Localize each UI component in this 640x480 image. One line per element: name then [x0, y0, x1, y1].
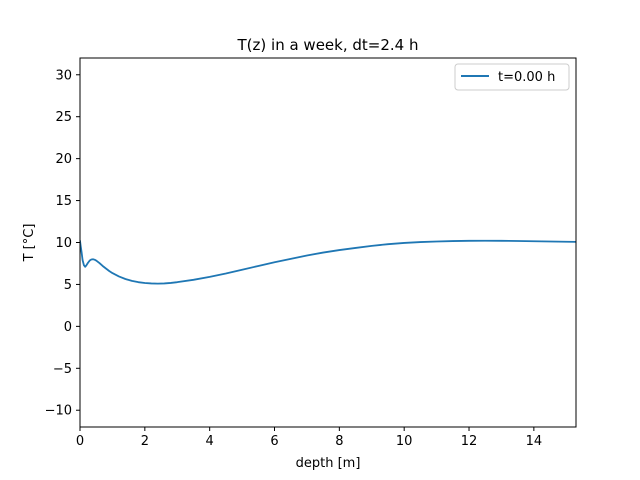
y-tick-label: 0 — [64, 320, 72, 335]
chart-title: T(z) in a week, dt=2.4 h — [237, 36, 419, 54]
x-tick-label: 4 — [206, 434, 214, 449]
y-tick-label: −5 — [53, 362, 72, 377]
x-tick-label: 2 — [141, 434, 149, 449]
y-tick-label: −10 — [45, 404, 72, 419]
plot-area — [79, 57, 577, 428]
legend: t=0.00 h — [454, 63, 570, 91]
y-tick-label: 20 — [55, 152, 72, 167]
y-tick-label: 5 — [64, 278, 72, 293]
series-layer — [80, 239, 576, 285]
x-tick-label: 10 — [396, 434, 413, 449]
x-tick-label: 8 — [335, 434, 343, 449]
x-tick-label: 12 — [461, 434, 478, 449]
y-axis: −10 −5 0 5 10 15 20 25 30 — [45, 68, 80, 419]
x-axis-label: depth [m] — [296, 456, 361, 471]
series-line-0 — [80, 239, 576, 285]
x-axis: 0 2 4 6 8 10 12 14 — [76, 427, 542, 449]
y-tick-label: 15 — [55, 194, 72, 209]
y-tick-label: 10 — [55, 236, 72, 251]
x-tick-label: 14 — [526, 434, 543, 449]
axes-background — [80, 58, 576, 427]
y-axis-label: T [°C] — [22, 224, 37, 263]
x-tick-label: 0 — [76, 434, 84, 449]
legend-label: t=0.00 h — [498, 70, 555, 85]
y-tick-label: 30 — [55, 68, 72, 83]
y-tick-label: 25 — [55, 110, 72, 125]
x-tick-label: 6 — [270, 434, 278, 449]
legend-box — [454, 63, 570, 91]
